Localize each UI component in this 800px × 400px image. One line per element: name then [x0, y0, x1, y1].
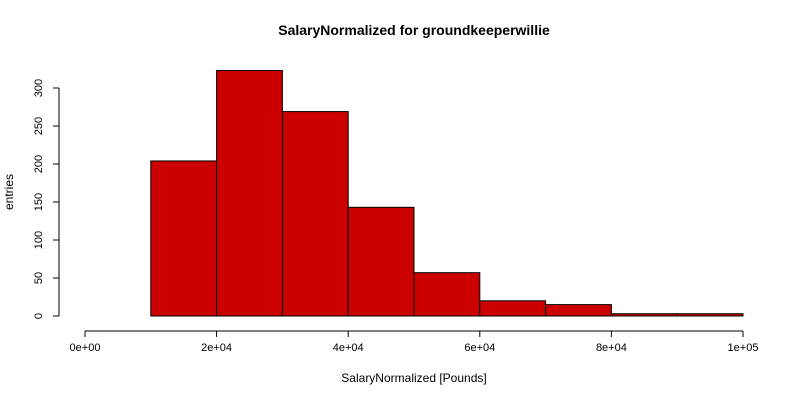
- y-tick-label: 0: [33, 313, 45, 319]
- x-tick-label: 6e+04: [464, 342, 495, 354]
- histogram-bar: [150, 160, 218, 317]
- histogram-bar: [413, 272, 481, 317]
- histogram-bar: [545, 304, 612, 317]
- histogram-bar: [610, 313, 678, 317]
- y-tick-label: 50: [33, 272, 45, 284]
- y-tick-label: 250: [33, 117, 45, 135]
- histogram-bar: [216, 70, 283, 317]
- histogram-bar: [676, 313, 744, 317]
- bars-group: [150, 70, 744, 317]
- y-tick-label: 150: [33, 193, 45, 211]
- y-axis: 0 50 100 150 200 250 300: [33, 79, 60, 319]
- histogram-bar: [281, 111, 349, 317]
- x-tick-label: 4e+04: [333, 342, 364, 354]
- x-axis: 0e+00 2e+04 4e+04 6e+04 8e+04 1e+05: [70, 330, 759, 354]
- histogram-bar: [347, 206, 415, 317]
- x-tick-label: 1e+05: [728, 342, 759, 354]
- x-tick-label: 0e+00: [70, 342, 101, 354]
- y-tick-label: 300: [33, 79, 45, 97]
- x-axis-label: SalaryNormalized [Pounds]: [341, 371, 486, 385]
- y-axis-label: entries: [2, 174, 16, 210]
- chart-title: SalaryNormalized for groundkeeperwillie: [278, 22, 550, 38]
- y-tick-label: 100: [33, 231, 45, 249]
- x-tick-label: 8e+04: [596, 342, 627, 354]
- y-tick-label: 200: [33, 155, 45, 173]
- histogram-bar: [479, 300, 547, 317]
- x-tick-label: 2e+04: [201, 342, 232, 354]
